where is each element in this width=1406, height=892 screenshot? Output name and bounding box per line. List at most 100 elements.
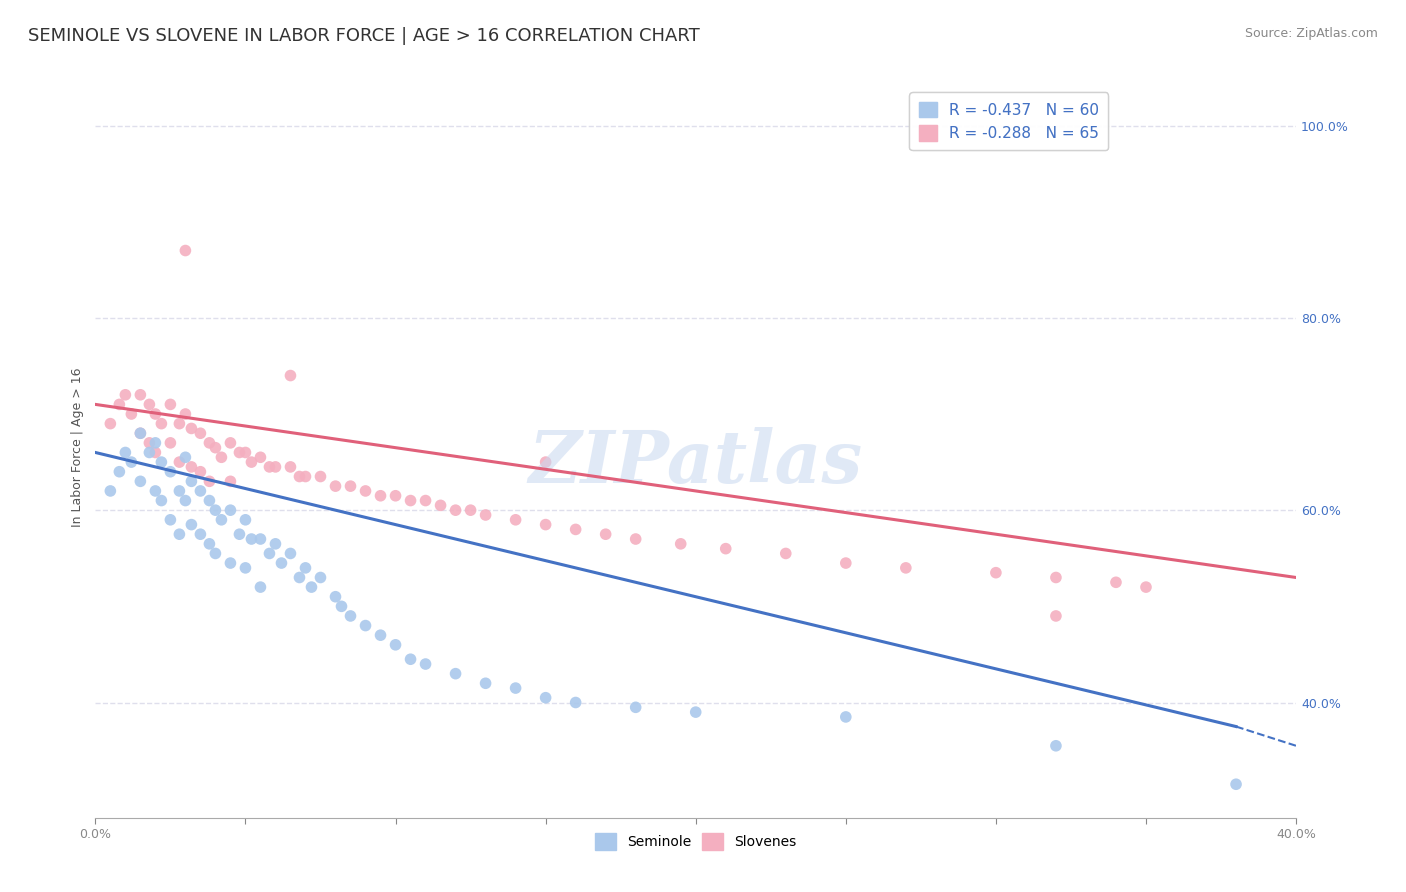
- Point: [384, 489, 406, 503]
- Point: [894, 561, 917, 575]
- Point: [120, 455, 142, 469]
- Point: [505, 681, 527, 695]
- Point: [280, 459, 302, 474]
- Point: [384, 638, 406, 652]
- Point: [190, 483, 212, 498]
- Point: [174, 450, 197, 465]
- Point: [474, 676, 496, 690]
- Point: [399, 493, 422, 508]
- Point: [534, 690, 557, 705]
- Point: [325, 590, 347, 604]
- Point: [835, 556, 858, 570]
- Point: [98, 417, 121, 431]
- Point: [1105, 575, 1128, 590]
- Point: [174, 244, 197, 258]
- Point: [775, 546, 797, 560]
- Point: [1225, 777, 1247, 791]
- Point: [198, 537, 221, 551]
- Point: [370, 489, 392, 503]
- Point: [114, 445, 136, 459]
- Point: [259, 546, 281, 560]
- Point: [198, 475, 221, 489]
- Point: [564, 696, 586, 710]
- Point: [415, 657, 437, 671]
- Point: [288, 469, 311, 483]
- Point: [159, 435, 181, 450]
- Point: [150, 493, 173, 508]
- Point: [150, 417, 173, 431]
- Point: [624, 700, 647, 714]
- Point: [280, 546, 302, 560]
- Point: [159, 513, 181, 527]
- Point: [339, 609, 361, 624]
- Point: [354, 618, 377, 632]
- Point: [169, 527, 191, 541]
- Point: [835, 710, 858, 724]
- Point: [235, 561, 257, 575]
- Point: [534, 455, 557, 469]
- Point: [198, 493, 221, 508]
- Point: [714, 541, 737, 556]
- Point: [209, 450, 232, 465]
- Point: [219, 556, 242, 570]
- Point: [138, 445, 160, 459]
- Point: [474, 508, 496, 522]
- Point: [190, 465, 212, 479]
- Point: [309, 570, 332, 584]
- Point: [240, 532, 263, 546]
- Point: [138, 397, 160, 411]
- Point: [108, 465, 131, 479]
- Point: [1045, 609, 1067, 624]
- Point: [339, 479, 361, 493]
- Point: [120, 407, 142, 421]
- Point: [228, 527, 250, 541]
- Point: [219, 435, 242, 450]
- Point: [259, 459, 281, 474]
- Point: [169, 483, 191, 498]
- Point: [624, 532, 647, 546]
- Point: [264, 537, 287, 551]
- Point: [145, 407, 167, 421]
- Point: [669, 537, 692, 551]
- Point: [219, 475, 242, 489]
- Point: [190, 527, 212, 541]
- Point: [169, 455, 191, 469]
- Point: [145, 445, 167, 459]
- Point: [129, 388, 152, 402]
- Point: [288, 570, 311, 584]
- Point: [204, 441, 226, 455]
- Point: [204, 546, 226, 560]
- Point: [145, 435, 167, 450]
- Point: [198, 435, 221, 450]
- Point: [235, 445, 257, 459]
- Point: [264, 459, 287, 474]
- Point: [180, 421, 202, 435]
- Point: [240, 455, 263, 469]
- Point: [564, 523, 586, 537]
- Point: [169, 417, 191, 431]
- Point: [1045, 739, 1067, 753]
- Point: [228, 445, 250, 459]
- Point: [399, 652, 422, 666]
- Point: [370, 628, 392, 642]
- Point: [309, 469, 332, 483]
- Point: [204, 503, 226, 517]
- Point: [280, 368, 302, 383]
- Point: [249, 580, 271, 594]
- Point: [685, 705, 707, 719]
- Point: [114, 388, 136, 402]
- Point: [294, 469, 316, 483]
- Point: [138, 435, 160, 450]
- Point: [460, 503, 482, 517]
- Text: Source: ZipAtlas.com: Source: ZipAtlas.com: [1244, 27, 1378, 40]
- Point: [235, 513, 257, 527]
- Point: [429, 499, 451, 513]
- Point: [174, 407, 197, 421]
- Point: [145, 483, 167, 498]
- Point: [534, 517, 557, 532]
- Legend: R = -0.437   N = 60, R = -0.288   N = 65: R = -0.437 N = 60, R = -0.288 N = 65: [910, 93, 1108, 151]
- Point: [180, 475, 202, 489]
- Point: [505, 513, 527, 527]
- Point: [159, 397, 181, 411]
- Point: [219, 503, 242, 517]
